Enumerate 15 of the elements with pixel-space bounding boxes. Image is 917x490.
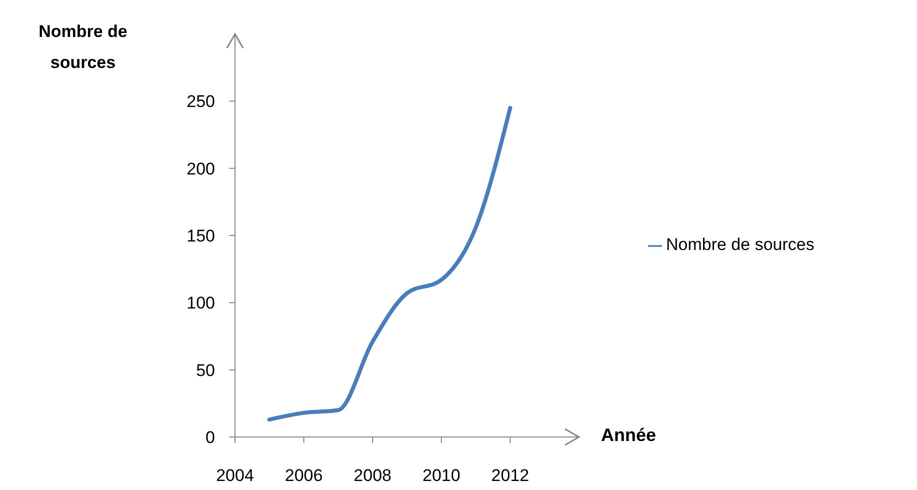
y-tick-label: 100: [186, 294, 215, 313]
y-axis-title: Nombre de sources: [38, 21, 128, 74]
x-axis-title: Année: [601, 425, 656, 446]
x-tick-label: 2004: [216, 466, 254, 486]
x-tick-label: 2012: [491, 466, 530, 486]
legend-label: Nombre de sources: [666, 235, 814, 254]
y-tick-label: 50: [196, 360, 215, 380]
x-tick-label: 2008: [354, 466, 392, 486]
x-tick-label: 2006: [284, 466, 323, 486]
line-series: [267, 106, 512, 422]
y-tick-label: 0: [206, 428, 215, 448]
y-tick-label: 150: [186, 226, 215, 246]
y-tick-label: 250: [186, 92, 215, 112]
y-tick-label: 200: [186, 159, 215, 178]
x-tick-label: 2010: [422, 466, 460, 486]
